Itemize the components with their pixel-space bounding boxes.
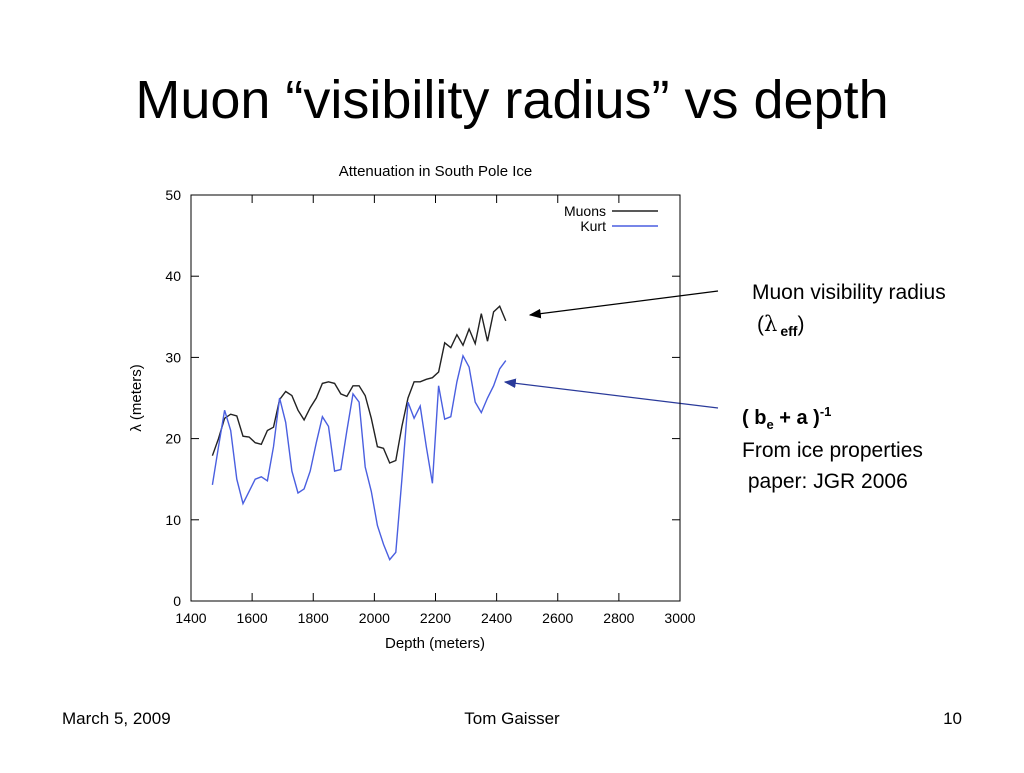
legend-label: Muons — [564, 203, 606, 219]
annotation-part: eff — [780, 323, 797, 339]
y-tick-label: 30 — [165, 349, 181, 365]
series-line — [211, 353, 507, 561]
x-tick-label: 1400 — [175, 610, 206, 626]
y-axis-label: λ (meters) — [128, 364, 145, 432]
annotation-part: ( — [757, 313, 764, 336]
y-tick-label: 20 — [165, 431, 181, 447]
annotation-part: + a ) — [774, 407, 820, 429]
plot-frame — [190, 194, 681, 602]
annotation-part: ) — [797, 313, 804, 336]
series-line — [211, 304, 507, 464]
footer-author: Tom Gaisser — [464, 709, 560, 728]
slide-title: Muon “visibility radius” vs depth — [135, 70, 888, 130]
x-tick-label: 2400 — [481, 610, 512, 626]
annotation: (λ eff) — [757, 312, 804, 339]
x-tick-label: 2600 — [542, 610, 573, 626]
chart-title: Attenuation in South Pole Ice — [339, 163, 532, 180]
y-tick-label: 40 — [165, 268, 181, 284]
footer-date: March 5, 2009 — [62, 709, 171, 728]
y-tick-label: 10 — [165, 512, 181, 528]
x-tick-label: 1600 — [237, 610, 268, 626]
annotation-part: λ — [764, 312, 777, 336]
x-tick-label: 2200 — [420, 610, 451, 626]
x-tick-label: 3000 — [664, 610, 695, 626]
x-tick-label: 2000 — [359, 610, 390, 626]
legend-label: Kurt — [580, 218, 606, 234]
footer-page: 10 — [943, 709, 962, 728]
arrow — [503, 378, 719, 409]
y-tick-label: 0 — [173, 593, 181, 609]
annotation-part: e — [766, 417, 773, 432]
x-tick-label: 2800 — [603, 610, 634, 626]
annotation: paper: JGR 2006 — [742, 470, 908, 493]
y-tick-label: 50 — [165, 187, 181, 203]
annotation: From ice properties — [742, 439, 923, 462]
chart: Attenuation in South Pole Ice Depth (mete… — [128, 163, 696, 652]
x-tick-label: 1800 — [298, 610, 329, 626]
annotation-part: -1 — [820, 404, 832, 419]
arrow — [528, 290, 719, 319]
annotation-part: ( b — [742, 407, 766, 429]
annotation: ( be + a )-1 — [742, 404, 831, 432]
annotation: Muon visibility radius — [752, 281, 946, 304]
x-axis-label: Depth (meters) — [385, 635, 485, 652]
